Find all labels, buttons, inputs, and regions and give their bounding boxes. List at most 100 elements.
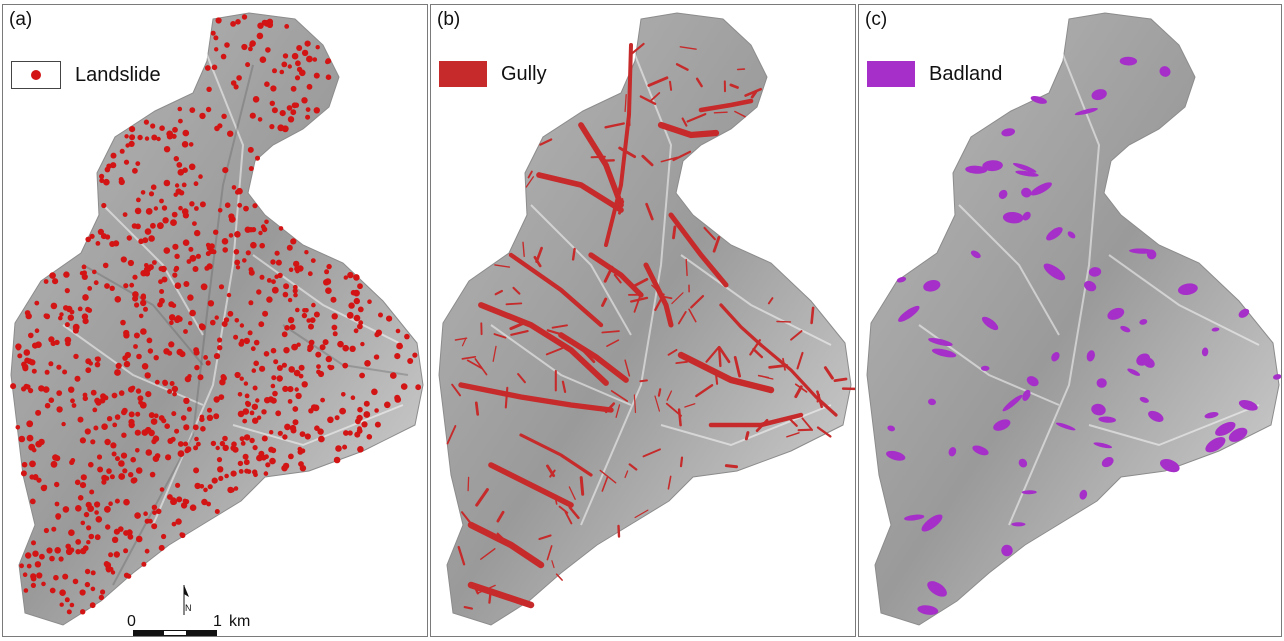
landslide-point — [197, 374, 204, 381]
landslide-point — [251, 368, 257, 373]
landslide-point — [313, 311, 320, 318]
gully-channel — [675, 360, 689, 365]
scale-segment-3 — [187, 630, 217, 636]
badland-patch — [1273, 374, 1281, 380]
landslide-point — [65, 340, 71, 347]
badland-patch — [1021, 490, 1037, 495]
landslide-point — [287, 297, 293, 303]
landslide-point — [111, 451, 117, 457]
gully-channel — [669, 80, 673, 91]
landslide-point — [265, 47, 271, 53]
panel-badland: (c) Badland — [858, 4, 1282, 637]
landslide-point — [94, 534, 101, 541]
landslide-point — [282, 434, 288, 440]
landslide-point — [324, 269, 330, 275]
landslide-point — [150, 123, 156, 129]
landslide-point — [348, 302, 355, 309]
landslide-point — [128, 421, 135, 429]
landslide-point — [151, 504, 158, 510]
landslide-point — [150, 222, 156, 229]
landslide-point — [153, 206, 159, 211]
landslide-point — [282, 385, 289, 392]
landslide-point — [137, 134, 143, 141]
landslide-point — [374, 408, 379, 413]
landslide-point — [350, 395, 356, 401]
gully-channel — [474, 358, 488, 376]
map-canvas-landslide — [10, 12, 424, 626]
landslide-point — [130, 477, 137, 484]
landslide-point — [199, 112, 206, 120]
gully-channel — [496, 510, 505, 523]
landslide-point — [71, 403, 77, 408]
badland-patch — [1030, 182, 1052, 196]
landslide-point — [19, 563, 24, 569]
landslide-point — [144, 263, 149, 268]
badland-patch — [1139, 396, 1149, 403]
landslide-point — [189, 201, 195, 207]
landslide-point — [342, 362, 349, 369]
gully-channel — [671, 292, 684, 305]
landslide-point — [167, 438, 174, 444]
badland-patch — [1043, 263, 1066, 281]
gully-channel — [639, 379, 648, 383]
landslide-point — [147, 264, 154, 271]
landslide-point — [293, 260, 300, 268]
landslide-point — [103, 561, 110, 567]
landslide-point — [81, 264, 87, 270]
landslide-point — [168, 314, 176, 321]
landslide-point — [106, 416, 113, 422]
landslide-point — [52, 278, 59, 285]
landslide-point — [48, 336, 55, 343]
gully-channel — [551, 324, 568, 329]
landslide-point — [304, 433, 311, 440]
landslide-point — [218, 284, 225, 290]
landslide-point — [210, 319, 216, 326]
landslide-point — [43, 279, 49, 284]
landslide-point — [87, 505, 94, 512]
badland-patch — [1046, 227, 1063, 241]
landslide-point — [146, 337, 153, 344]
landslide-point — [282, 53, 289, 59]
landslide-point — [134, 302, 140, 308]
landslide-point — [161, 533, 167, 540]
landslide-point — [144, 426, 152, 434]
landslide-point — [110, 570, 116, 575]
north-label: N — [185, 603, 192, 613]
landslide-point — [18, 435, 26, 443]
landslide-point — [174, 265, 180, 271]
landslide-point — [230, 80, 237, 86]
landslide-point — [102, 262, 109, 269]
gully-channel — [493, 333, 507, 339]
badland-patch — [887, 425, 895, 432]
landslide-point — [301, 312, 308, 319]
landslide-point — [206, 86, 212, 93]
landslide-point — [239, 338, 245, 344]
landslide-point — [133, 332, 140, 339]
landslide-point — [263, 471, 269, 476]
gully-channel — [695, 77, 703, 88]
landslide-point — [279, 110, 286, 117]
gully-channel — [564, 511, 573, 525]
landslide-point — [133, 344, 138, 349]
landslide-point — [255, 398, 260, 403]
gully-channel — [546, 329, 563, 336]
landslide-point — [287, 64, 292, 69]
landslide-point — [213, 396, 220, 403]
landslide-point — [181, 182, 187, 188]
landslide-point — [94, 356, 100, 361]
landslide-point — [29, 498, 36, 505]
landslide-point — [158, 297, 165, 304]
gully-channel — [588, 252, 644, 298]
landslide-point — [68, 386, 75, 393]
landslide-point — [282, 291, 289, 298]
gully-channel — [545, 347, 564, 356]
gully-channel — [474, 401, 480, 416]
gully-channel — [578, 122, 624, 208]
landslide-point — [248, 267, 254, 273]
landslide-point — [129, 282, 135, 288]
landslide-point — [302, 308, 307, 313]
landslide-point — [327, 416, 334, 424]
landslide-point — [260, 224, 266, 230]
landslide-point — [124, 351, 131, 359]
badland-patch — [972, 445, 989, 456]
